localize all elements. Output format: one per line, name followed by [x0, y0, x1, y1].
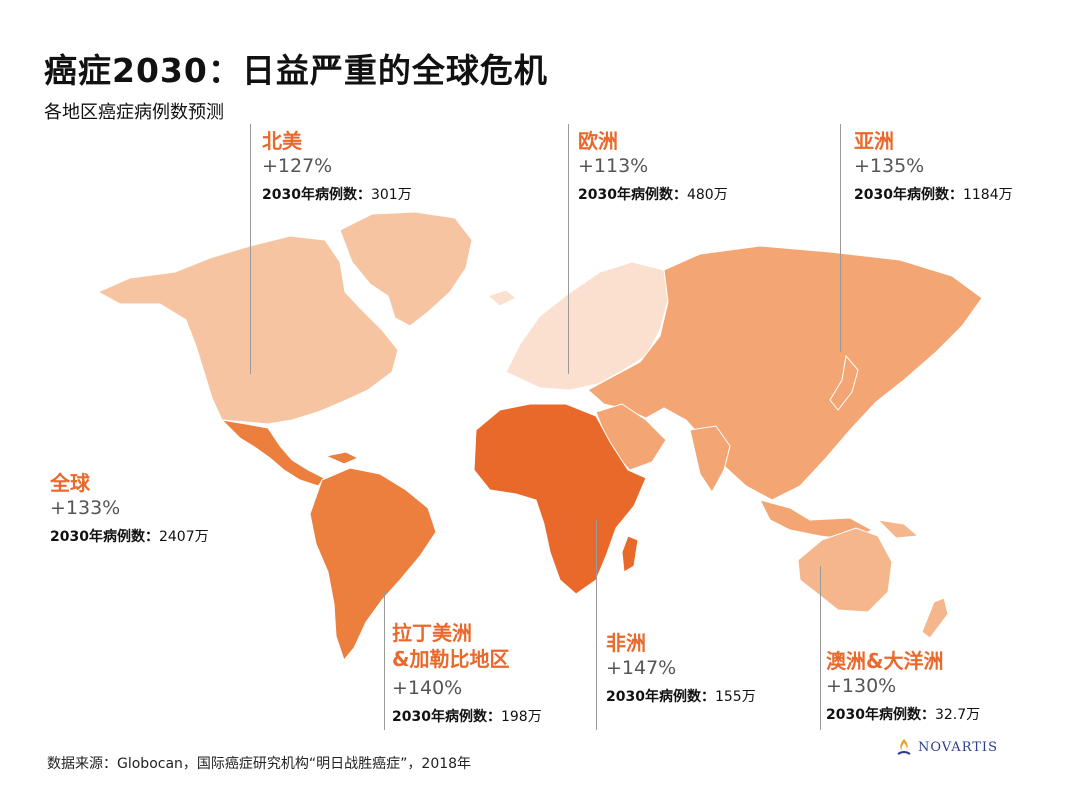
region-name: 欧洲 — [578, 129, 618, 153]
region-cases: 2030年病例数：1184万 — [854, 187, 1013, 203]
map-papua — [876, 519, 920, 539]
region-name: 亚洲 — [854, 129, 894, 153]
logo-text: NOVARTIS — [918, 739, 998, 755]
leader-line-africa — [596, 520, 597, 730]
region-cases: 2030年病例数：301万 — [262, 187, 412, 203]
map-australia — [797, 527, 893, 613]
source-note: 数据来源：Globocan，国际癌症研究机构“明日战胜癌症”，2018年 — [47, 756, 472, 772]
region-asia: 亚洲 +135% 2030年病例数：1184万 — [854, 128, 1013, 204]
region-growth: +140% — [392, 677, 463, 699]
region-north-america: 北美 +127% 2030年病例数：301万 — [262, 128, 412, 204]
region-growth: +113% — [578, 155, 649, 177]
region-europe: 欧洲 +113% 2030年病例数：480万 — [578, 128, 728, 204]
map-africa — [473, 403, 647, 595]
leader-line-latin-america — [384, 592, 385, 730]
page-title: 癌症2030：日益严重的全球危机 — [44, 51, 548, 90]
region-oceania: 澳洲&大洋洲 +130% 2030年病例数：32.7万 — [826, 648, 980, 724]
region-africa: 非洲 +147% 2030年病例数：155万 — [606, 630, 756, 706]
map-greenland — [339, 211, 473, 327]
leader-line-europe — [568, 124, 569, 374]
map-madagascar — [621, 535, 639, 573]
region-cases: 2030年病例数：2407万 — [50, 529, 209, 545]
region-growth: +130% — [826, 675, 897, 697]
map-central-america — [220, 419, 325, 487]
leader-line-oceania — [820, 566, 821, 730]
map-iceland — [486, 289, 517, 307]
region-growth: +147% — [606, 657, 677, 679]
region-name-line1: 拉丁美洲 — [392, 621, 472, 645]
novartis-logo: NOVARTIS — [896, 738, 998, 756]
region-latin-america: 拉丁美洲 &加勒比地区 +140% 2030年病例数：198万 — [392, 620, 542, 726]
page-subtitle: 各地区癌症病例数预测 — [44, 102, 224, 123]
region-cases: 2030年病例数：480万 — [578, 187, 728, 203]
region-growth: +135% — [854, 155, 925, 177]
region-growth: +127% — [262, 155, 333, 177]
region-name: 非洲 — [606, 631, 646, 655]
map-india — [689, 425, 731, 493]
region-cases: 2030年病例数：32.7万 — [826, 707, 981, 723]
map-asia — [587, 245, 983, 501]
map-new-zealand — [921, 597, 949, 639]
region-name-line2: &加勒比地区 — [392, 647, 510, 671]
region-name: 北美 — [262, 129, 302, 153]
region-name: 澳洲&大洋洲 — [826, 649, 944, 673]
leader-line-north-america — [250, 124, 251, 374]
region-cases: 2030年病例数：155万 — [606, 689, 756, 705]
region-growth: +133% — [50, 497, 121, 519]
region-cases: 2030年病例数：198万 — [392, 709, 542, 725]
novartis-flame-icon — [897, 739, 911, 755]
leader-line-asia — [840, 124, 841, 352]
region-name: 全球 — [50, 471, 90, 495]
map-south-america — [309, 467, 437, 662]
map-north-america — [96, 235, 399, 425]
map-japan — [829, 354, 859, 411]
map-caribbean — [324, 451, 360, 465]
region-global: 全球 +133% 2030年病例数：2407万 — [50, 470, 209, 546]
